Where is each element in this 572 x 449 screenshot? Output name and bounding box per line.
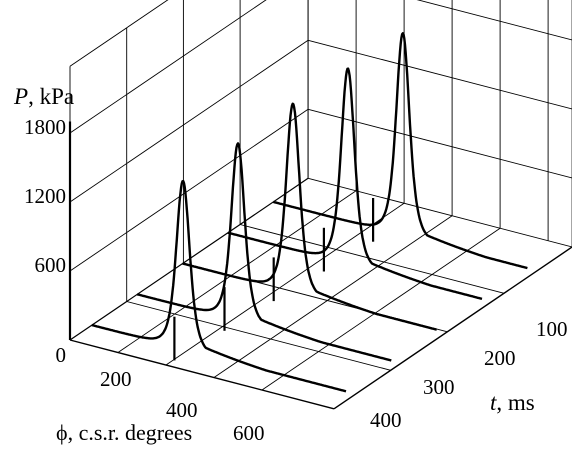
left-wall-gridline — [69, 39, 309, 203]
pressure-trace-line — [272, 32, 528, 270]
y-axis-symbol: t — [490, 390, 497, 415]
x-tick-label: 200 — [100, 367, 132, 391]
x-axis-label: ϕ, c.s.r. degrees — [56, 420, 192, 445]
y-axis-label: t, ms — [490, 390, 535, 415]
floor-gridline — [261, 227, 501, 391]
y-tick-label: 200 — [484, 346, 516, 370]
left-wall-gridline — [69, 0, 169, 67]
chart-labels: 1800 1200 600 0 P, kPa 200 400 600 ϕ, c.… — [13, 84, 568, 445]
x-tick-label: 600 — [233, 421, 265, 445]
pressure-trace-line — [136, 142, 392, 362]
back-wall-gridline — [307, 108, 572, 179]
back-wall-gridline — [307, 39, 572, 110]
back-wall-gridline — [307, 177, 572, 248]
floor-gridline — [239, 224, 505, 294]
chart-series — [91, 32, 528, 393]
floor-gridline — [213, 215, 453, 378]
y-axis-unit: , ms — [496, 390, 534, 415]
z-tick-label: 1800 — [24, 115, 66, 139]
left-wall-gridline — [69, 0, 267, 134]
y-axis-line — [333, 246, 572, 410]
floor-gridline — [126, 301, 391, 371]
pressure-trace-line — [227, 67, 483, 301]
chart-axes — [68, 121, 572, 410]
y-tick-label: 100 — [536, 317, 568, 341]
x-tick-label: 400 — [166, 398, 198, 422]
pressure-trace-line — [91, 179, 347, 393]
z-tick-label: 1200 — [24, 184, 66, 208]
z-axis-label: P, kPa — [13, 84, 74, 109]
y-tick-label: 300 — [423, 375, 455, 399]
y-tick-label: 400 — [370, 408, 402, 432]
z-tick-label: 600 — [35, 253, 67, 277]
x-axis-line — [69, 339, 335, 410]
floor-gridline — [117, 190, 357, 353]
floor-gridline — [165, 202, 405, 366]
chart-grid — [69, 0, 572, 391]
floor-edge-line — [69, 177, 309, 341]
z-tick-label: 0 — [56, 343, 67, 367]
z-axis-symbol: P — [13, 84, 28, 109]
left-wall-gridline — [69, 108, 309, 272]
z-axis-unit: , kPa — [28, 84, 74, 109]
back-wall-gridline — [416, 0, 572, 41]
